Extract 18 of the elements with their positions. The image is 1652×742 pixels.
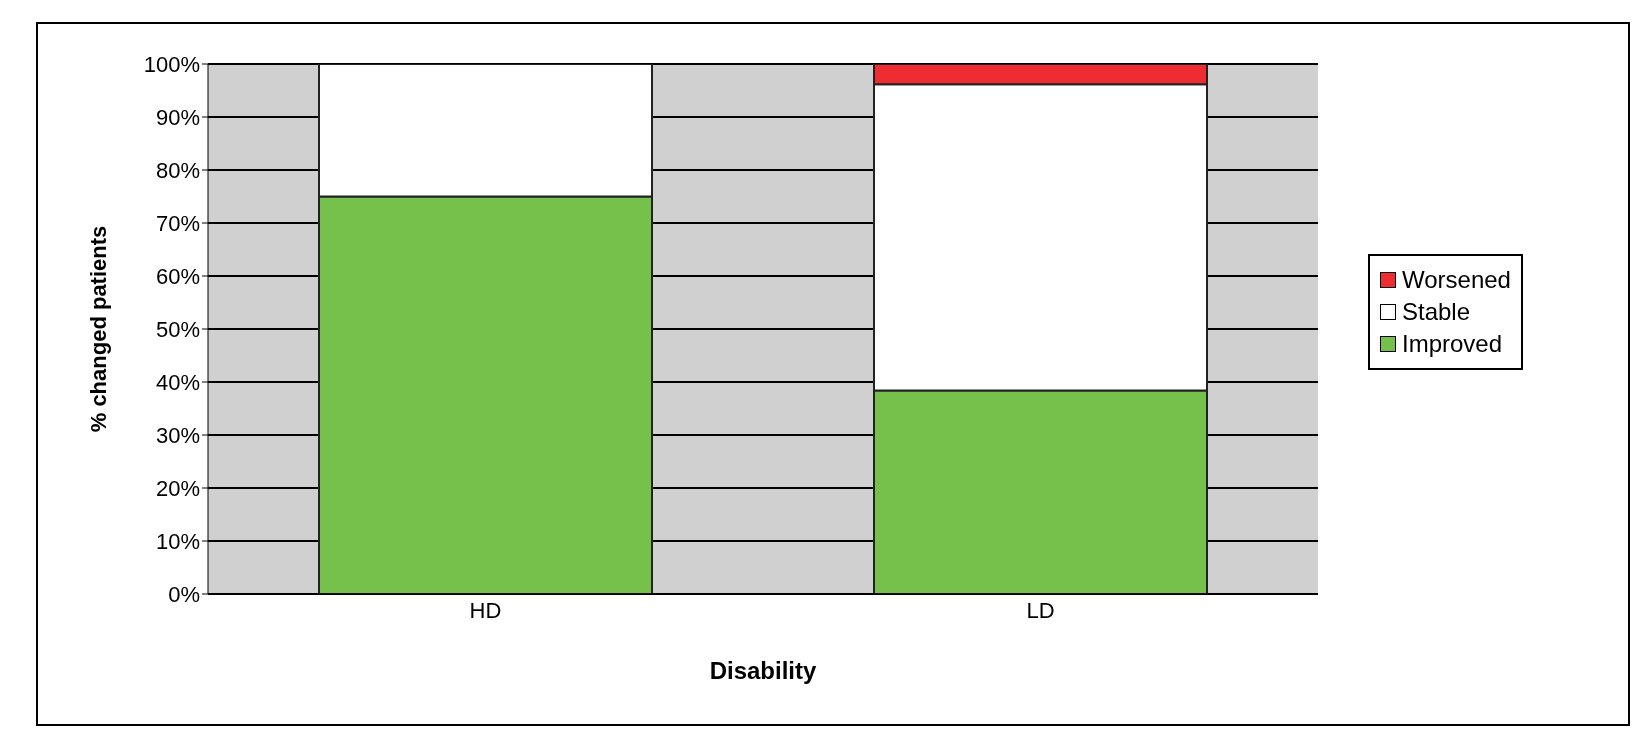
y-tick-label: 20% xyxy=(155,475,200,501)
x-tick-label: LD xyxy=(1026,597,1055,623)
y-tick-label: 0% xyxy=(168,581,200,607)
y-tick-label: 80% xyxy=(155,157,200,183)
y-tick-label: 30% xyxy=(155,422,200,448)
y-tick-label: 100% xyxy=(143,51,200,77)
y-tick-label: 50% xyxy=(155,316,200,342)
legend-label: Improved xyxy=(1402,329,1503,359)
legend-label: Worsened xyxy=(1402,265,1511,295)
y-tick-label: 10% xyxy=(155,528,200,554)
legend-label: Stable xyxy=(1402,297,1471,327)
x-axis-title: Disability xyxy=(709,657,817,684)
y-tick-label: 90% xyxy=(155,104,200,130)
y-tick-label: 60% xyxy=(155,263,200,289)
y-axis-title: % changed patients xyxy=(85,225,111,433)
y-tick-label: 40% xyxy=(155,369,200,395)
y-tick-label: 70% xyxy=(155,210,200,236)
x-tick-label: HD xyxy=(469,597,502,623)
